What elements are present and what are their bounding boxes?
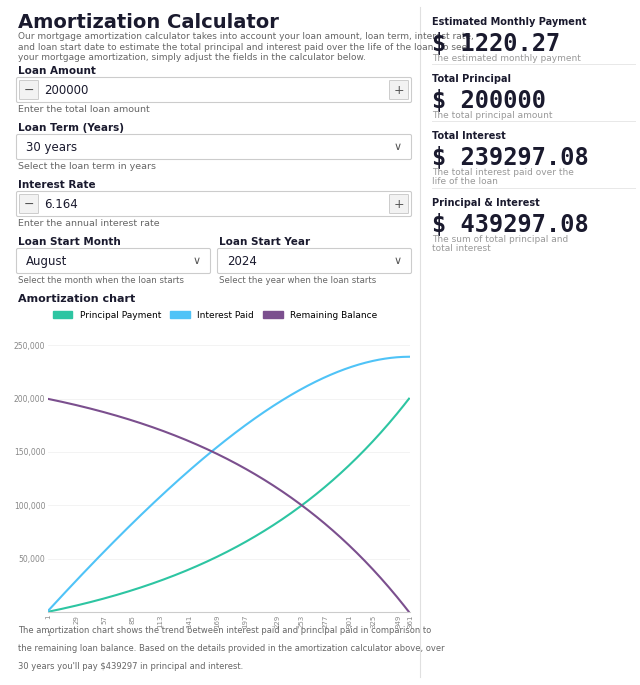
Text: the remaining loan balance. Based on the details provided in the amortization ca: the remaining loan balance. Based on the… xyxy=(18,644,445,653)
Text: and loan start date to estimate the total principal and interest paid over the l: and loan start date to estimate the tota… xyxy=(18,42,467,51)
Text: ∨: ∨ xyxy=(394,142,402,152)
Text: +: + xyxy=(394,84,404,97)
FancyBboxPatch shape xyxy=(19,81,38,99)
Text: Interest Rate: Interest Rate xyxy=(18,180,95,190)
Text: Our mortgage amortization calculator takes into account your loan amount, loan t: Our mortgage amortization calculator tak… xyxy=(18,32,474,41)
Text: $ 439297.08: $ 439297.08 xyxy=(432,213,589,237)
Text: $ 200000: $ 200000 xyxy=(432,89,546,113)
Text: total interest: total interest xyxy=(432,244,491,253)
Text: Enter the total loan amount: Enter the total loan amount xyxy=(18,105,150,114)
FancyBboxPatch shape xyxy=(218,249,412,273)
Text: Principal & Interest: Principal & Interest xyxy=(432,198,540,208)
FancyBboxPatch shape xyxy=(390,81,408,99)
Text: −: − xyxy=(24,197,35,210)
Text: Amortization Calculator: Amortization Calculator xyxy=(18,13,279,32)
Text: Amortization chart: Amortization chart xyxy=(18,294,135,304)
FancyBboxPatch shape xyxy=(19,195,38,214)
FancyBboxPatch shape xyxy=(17,249,211,273)
FancyBboxPatch shape xyxy=(390,195,408,214)
Text: 6.164: 6.164 xyxy=(44,197,77,210)
Text: +: + xyxy=(394,197,404,210)
Text: your mortgage amortization, simply adjust the fields in the calculator below.: your mortgage amortization, simply adjus… xyxy=(18,53,366,62)
Text: The amortization chart shows the trend between interest paid and principal paid : The amortization chart shows the trend b… xyxy=(18,626,431,635)
Text: The sum of total principal and: The sum of total principal and xyxy=(432,235,568,244)
FancyBboxPatch shape xyxy=(17,192,412,216)
Text: Loan Start Month: Loan Start Month xyxy=(18,237,121,247)
Text: The total principal amount: The total principal amount xyxy=(432,111,552,120)
Text: 30 years you'll pay $439297 in principal and interest.: 30 years you'll pay $439297 in principal… xyxy=(18,662,243,671)
Legend: Principal Payment, Interest Paid, Remaining Balance: Principal Payment, Interest Paid, Remain… xyxy=(52,310,377,319)
Text: August: August xyxy=(26,255,67,268)
Text: The estimated monthly payment: The estimated monthly payment xyxy=(432,54,581,63)
Text: life of the loan: life of the loan xyxy=(432,177,498,186)
Text: Total Interest: Total Interest xyxy=(432,131,506,141)
FancyBboxPatch shape xyxy=(17,134,412,160)
Text: 2024: 2024 xyxy=(227,255,257,268)
FancyBboxPatch shape xyxy=(17,77,412,103)
Text: Loan Term (Years): Loan Term (Years) xyxy=(18,123,124,133)
Text: Select the year when the loan starts: Select the year when the loan starts xyxy=(219,276,376,285)
Text: Enter the annual interest rate: Enter the annual interest rate xyxy=(18,219,159,228)
Text: 200000: 200000 xyxy=(44,84,88,97)
Text: Estimated Monthly Payment: Estimated Monthly Payment xyxy=(432,17,586,27)
Text: Total Principal: Total Principal xyxy=(432,74,511,84)
Text: ∨: ∨ xyxy=(193,256,201,266)
Text: ∨: ∨ xyxy=(394,256,402,266)
Text: 30 years: 30 years xyxy=(26,140,77,153)
Text: Select the loan term in years: Select the loan term in years xyxy=(18,162,156,171)
Text: −: − xyxy=(24,84,35,97)
Text: Loan Start Year: Loan Start Year xyxy=(219,237,310,247)
Text: Select the month when the loan starts: Select the month when the loan starts xyxy=(18,276,184,285)
Text: $ 1220.27: $ 1220.27 xyxy=(432,32,560,56)
Text: Loan Amount: Loan Amount xyxy=(18,66,96,76)
Text: The total interest paid over the: The total interest paid over the xyxy=(432,168,574,177)
Text: 1: 1 xyxy=(45,631,51,637)
Text: $ 239297.08: $ 239297.08 xyxy=(432,146,589,170)
